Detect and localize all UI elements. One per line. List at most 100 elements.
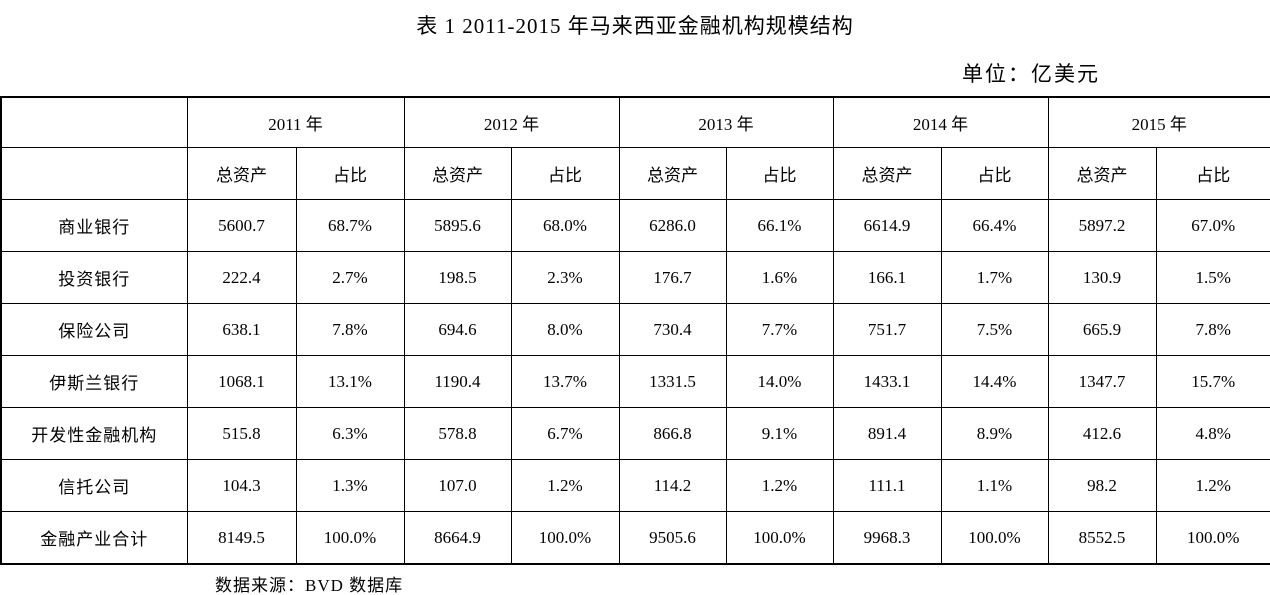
total-assets-cell: 98.2 [1047,459,1157,512]
total-assets-cell: 5897.2 [1047,199,1157,252]
total-assets-cell: 6614.9 [832,199,942,252]
table-row: 商业银行 5600.7 68.7% 5895.6 68.0% 6286.0 66.1% 661… [0,199,1270,252]
year-header: 2013 年 [618,96,834,148]
row-label: 金融产业合计 [0,511,188,565]
share-cell: 14.0% [725,355,834,408]
share-cell: 8.9% [940,407,1049,460]
share-cell: 1.7% [940,251,1049,304]
row-label: 投资银行 [0,251,188,304]
share-cell: 1.1% [940,459,1049,512]
row-label: 伊斯兰银行 [0,355,188,408]
subheader-share: 占比 [295,147,405,200]
table-row: 开发性金融机构 515.8 6.3% 578.8 6.7% 866.8 9.1% 891.4 8… [0,407,1270,460]
total-assets-cell: 1347.7 [1047,355,1157,408]
table-row: 信托公司 104.3 1.3% 107.0 1.2% 114.2 1.2% 111.1 1.1%… [0,459,1270,512]
year-header: 2014 年 [832,96,1049,148]
share-cell: 1.6% [725,251,834,304]
subheader-total-assets: 总资产 [1047,147,1157,200]
total-assets-cell: 198.5 [403,251,512,304]
table-row: 伊斯兰银行 1068.1 13.1% 1190.4 13.7% 1331.5 14.0% 14… [0,355,1270,408]
total-assets-cell: 8149.5 [186,511,297,565]
total-assets-cell: 1433.1 [832,355,942,408]
subheader-total-assets: 总资产 [618,147,727,200]
table-row: 保险公司 638.1 7.8% 694.6 8.0% 730.4 7.7% 751.7 7.5%… [0,303,1270,356]
share-cell: 15.7% [1155,355,1270,408]
data-source-note: 数据来源：BVD 数据库 [215,576,404,595]
subheader-share: 占比 [510,147,620,200]
subheader-share: 占比 [725,147,834,200]
corner-cell-top [0,96,188,148]
share-cell: 1.2% [1155,459,1270,512]
year-header: 2011 年 [186,96,405,148]
share-cell: 7.8% [1155,303,1270,356]
total-assets-cell: 114.2 [618,459,727,512]
total-assets-cell: 9505.6 [618,511,727,565]
share-cell: 100.0% [295,511,405,565]
share-cell: 7.7% [725,303,834,356]
share-cell: 66.4% [940,199,1049,252]
total-assets-cell: 166.1 [832,251,942,304]
total-assets-cell: 1068.1 [186,355,297,408]
share-cell: 13.7% [510,355,620,408]
share-cell: 1.5% [1155,251,1270,304]
table-row: 投资银行 222.4 2.7% 198.5 2.3% 176.7 1.6% 166.1 1.7%… [0,251,1270,304]
financial-institutions-table: 2011 年 2012 年 2013 年 2014 年 2015 年 总资产 占… [0,96,1270,565]
share-cell: 1.3% [295,459,405,512]
total-assets-cell: 866.8 [618,407,727,460]
total-assets-cell: 1190.4 [403,355,512,408]
share-cell: 8.0% [510,303,620,356]
row-label: 开发性金融机构 [0,407,188,460]
share-cell: 2.3% [510,251,620,304]
total-assets-cell: 694.6 [403,303,512,356]
total-assets-cell: 891.4 [832,407,942,460]
subheader-total-assets: 总资产 [832,147,942,200]
total-assets-cell: 638.1 [186,303,297,356]
share-cell: 100.0% [510,511,620,565]
share-cell: 13.1% [295,355,405,408]
total-assets-cell: 515.8 [186,407,297,460]
share-cell: 100.0% [725,511,834,565]
total-assets-cell: 9968.3 [832,511,942,565]
subheader-total-assets: 总资产 [403,147,512,200]
total-assets-cell: 6286.0 [618,199,727,252]
subheader-share: 占比 [940,147,1049,200]
share-cell: 1.2% [725,459,834,512]
total-assets-cell: 107.0 [403,459,512,512]
total-assets-cell: 578.8 [403,407,512,460]
unit-label: 单位：亿美元 [962,62,1100,86]
row-label: 信托公司 [0,459,188,512]
total-assets-cell: 8664.9 [403,511,512,565]
share-cell: 2.7% [295,251,405,304]
total-assets-cell: 222.4 [186,251,297,304]
share-cell: 7.8% [295,303,405,356]
share-cell: 66.1% [725,199,834,252]
subheader-share: 占比 [1155,147,1270,200]
share-cell: 100.0% [1155,511,1270,565]
year-header: 2015 年 [1047,96,1270,148]
sub-header-row: 总资产 占比 总资产 占比 总资产 占比 总资产 占比 总资产 占比 [0,147,1270,200]
total-assets-cell: 1331.5 [618,355,727,408]
table-row: 金融产业合计 8149.5 100.0% 8664.9 100.0% 9505.6 100.… [0,511,1270,565]
total-assets-cell: 5895.6 [403,199,512,252]
total-assets-cell: 176.7 [618,251,727,304]
total-assets-cell: 730.4 [618,303,727,356]
subheader-total-assets: 总资产 [186,147,297,200]
share-cell: 4.8% [1155,407,1270,460]
share-cell: 68.0% [510,199,620,252]
share-cell: 1.2% [510,459,620,512]
share-cell: 14.4% [940,355,1049,408]
row-label: 商业银行 [0,199,188,252]
table-title: 表 1 2011-2015 年马来西亚金融机构规模结构 [416,14,854,38]
total-assets-cell: 412.6 [1047,407,1157,460]
share-cell: 6.7% [510,407,620,460]
total-assets-cell: 111.1 [832,459,942,512]
total-assets-cell: 5600.7 [186,199,297,252]
share-cell: 9.1% [725,407,834,460]
share-cell: 67.0% [1155,199,1270,252]
share-cell: 7.5% [940,303,1049,356]
total-assets-cell: 751.7 [832,303,942,356]
year-header: 2012 年 [403,96,620,148]
total-assets-cell: 104.3 [186,459,297,512]
share-cell: 6.3% [295,407,405,460]
